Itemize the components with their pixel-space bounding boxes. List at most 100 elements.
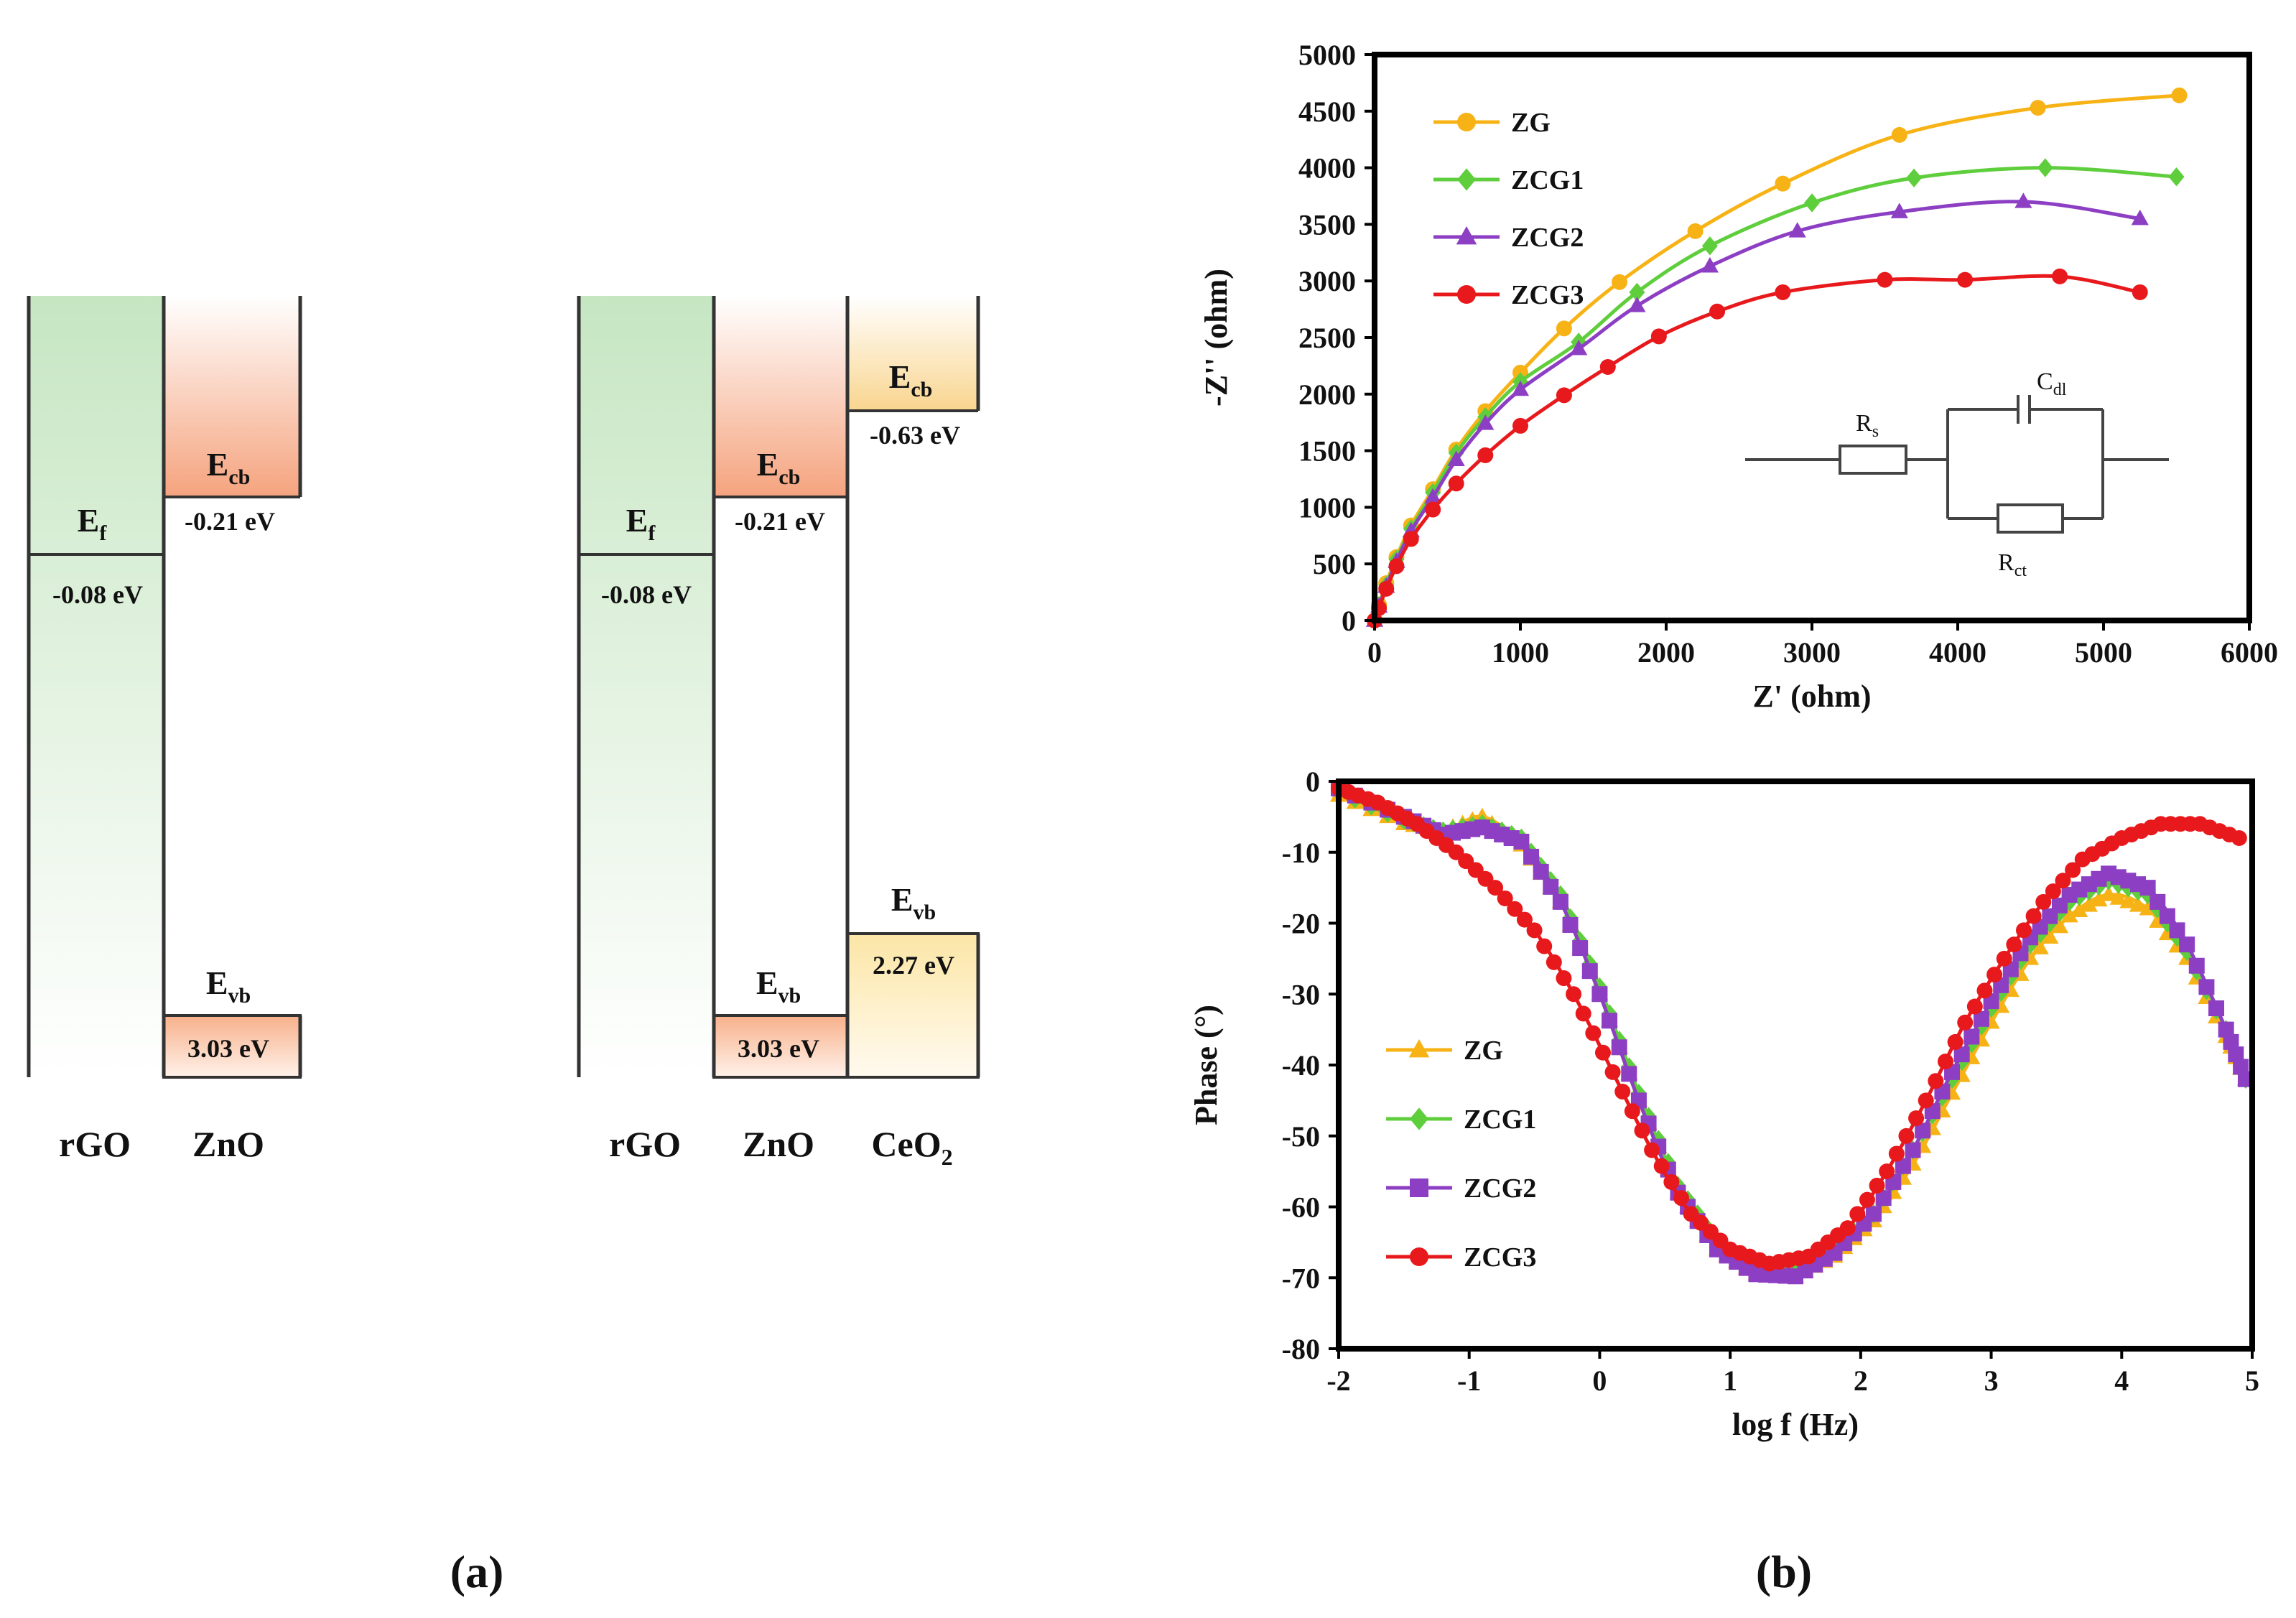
data-point (2233, 1059, 2249, 1075)
y-axis-label: Phase (°) (1189, 1005, 1224, 1125)
series-zcg3 (1367, 268, 2148, 628)
zno-conduction-band (164, 296, 300, 497)
y-tick-label: 500 (1313, 548, 1356, 580)
legend-label: ZCG2 (1511, 223, 1584, 253)
data-point (1624, 1103, 1640, 1120)
data-point (1775, 284, 1791, 300)
equivalent-circuit (1745, 395, 2169, 534)
zno-evb-value: 3.03 eV (187, 1034, 269, 1063)
legend-item: ZCG3 (1433, 280, 1584, 310)
data-point (2109, 889, 2127, 905)
data-point (1552, 893, 1568, 910)
legend-label: ZG (1511, 108, 1551, 138)
x-tick-label: 5000 (2075, 636, 2132, 669)
band-diagram-rgo-zno: Ef -0.08 eV Ecb -0.21 eV Evb 3.03 eV rGO… (27, 296, 302, 1164)
data-point (1957, 271, 1974, 288)
data-point (2041, 928, 2059, 944)
data-point (1497, 890, 1513, 906)
data-point (2188, 957, 2205, 974)
legend-label: ZG (1464, 1036, 1503, 1066)
data-point (2014, 192, 2032, 208)
x-tick-label: 1000 (1492, 636, 1549, 669)
y-tick-label: 2500 (1298, 322, 1356, 354)
data-point (2070, 901, 2088, 918)
rct-label: Rct (1998, 549, 2027, 580)
data-point (2129, 896, 2147, 912)
data-point (1859, 1191, 1875, 1208)
data-point (1425, 501, 1441, 518)
data-point (2055, 873, 2071, 889)
zno-ecb-label: Ecb (207, 446, 251, 489)
data-point (1581, 963, 1598, 980)
data-point (2037, 158, 2053, 177)
data-point (2060, 906, 2078, 923)
y-tick-label: -20 (1282, 908, 1320, 940)
x-tick-label: 0 (1592, 1364, 1607, 1397)
data-point (1536, 938, 1553, 954)
data-point (1566, 986, 1582, 1003)
data-point (1447, 450, 1465, 467)
data-point (2171, 87, 2188, 103)
data-point (1890, 203, 1908, 218)
data-point (2016, 922, 2032, 939)
data-point (1908, 1110, 1925, 1127)
zno-ecb-value: -0.21 eV (735, 507, 825, 536)
data-point (2100, 885, 2118, 901)
legend-label: ZCG1 (1464, 1105, 1536, 1135)
legend-item: ZCG1 (1386, 1105, 1536, 1135)
y-tick-label: -80 (1282, 1333, 1320, 1365)
data-point (2065, 862, 2081, 878)
data-point (1611, 1039, 1627, 1056)
data-point (1849, 1206, 1866, 1222)
data-point (2149, 893, 2166, 910)
legend: ZG ZCG1 ZCG2 ZCG3 (1386, 1036, 1536, 1273)
data-point (1556, 970, 1572, 987)
data-point (2031, 939, 2049, 954)
data-point (1403, 531, 1419, 547)
data-point (1673, 1190, 1689, 1206)
data-point (1775, 175, 1791, 192)
data-point (2090, 891, 2108, 907)
data-point (1599, 358, 1616, 375)
x-tick-label: 1 (1723, 1364, 1737, 1397)
data-point (1888, 1145, 1905, 1162)
legend-label: ZCG3 (1464, 1242, 1536, 1273)
data-point (1963, 1028, 1980, 1045)
data-point (1937, 1054, 1953, 1070)
legend-label: ZCG2 (1464, 1173, 1536, 1204)
data-point (1986, 967, 2003, 983)
zno-ecb-label: Ecb (757, 446, 801, 489)
data-point (1653, 1158, 1670, 1174)
legend: ZG ZCG1 ZCG2 ZCG3 (1433, 108, 1584, 310)
data-point (1891, 126, 1907, 143)
data-point (1523, 848, 1540, 865)
data-point (1839, 1220, 1856, 1237)
data-point (1663, 1173, 1680, 1190)
series-line (1372, 93, 2180, 621)
data-point (1570, 340, 1588, 355)
data-point (2050, 917, 2069, 934)
material-zno: ZnO (743, 1124, 814, 1164)
data-point (2223, 1033, 2239, 1050)
data-point (1591, 986, 1608, 1003)
data-point (2228, 1046, 2244, 1063)
data-point (2159, 908, 2175, 924)
ceo2-ecb-label: Ecb (889, 358, 933, 401)
x-tick-label: 4000 (1929, 636, 1986, 669)
data-point (1507, 901, 1523, 917)
data-point (1877, 271, 1893, 288)
data-point (1621, 1066, 1637, 1082)
ceo2-valence-band (846, 932, 980, 1079)
x-tick-label: 3 (1984, 1364, 1999, 1397)
data-point (1448, 475, 1464, 492)
data-point (1906, 168, 1923, 187)
rgo-ef-value: -0.08 eV (601, 580, 692, 609)
rs-resistor (1839, 445, 1907, 475)
data-point (1602, 1013, 1618, 1029)
data-point (2025, 908, 2042, 924)
x-tick-label: 4 (2114, 1364, 2129, 1397)
data-point (1687, 223, 1704, 239)
band-diagram-panel: Ef -0.08 eV Ecb -0.21 eV Evb 3.03 eV rGO… (27, 296, 980, 1597)
data-point (1388, 558, 1405, 575)
data-point (1650, 328, 1667, 345)
